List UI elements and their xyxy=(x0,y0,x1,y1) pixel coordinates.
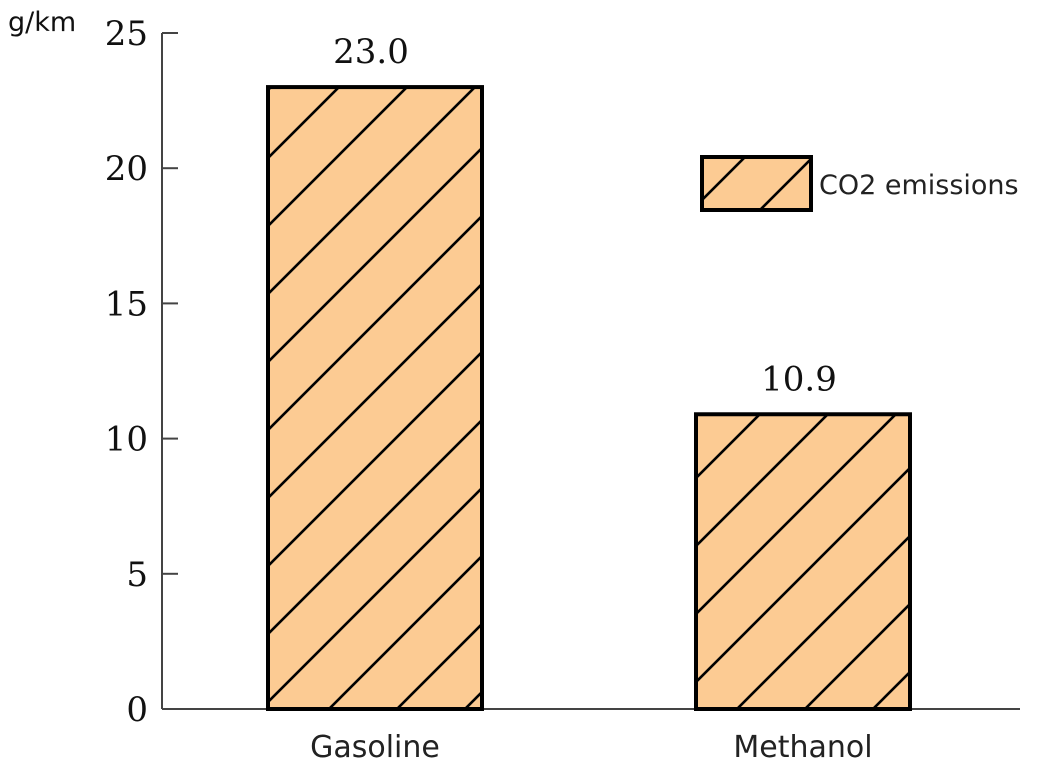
y-tick-label: 25 xyxy=(105,14,148,54)
y-tick-label: 20 xyxy=(105,149,148,189)
y-tick-label: 10 xyxy=(105,420,148,460)
y-tick-label: 15 xyxy=(105,284,148,324)
bar-methanol xyxy=(694,412,912,711)
data-label: 10.9 xyxy=(761,359,837,399)
bar-gasoline xyxy=(266,85,484,711)
y-tick-label: 5 xyxy=(126,555,148,595)
data-label: 23.0 xyxy=(333,32,409,72)
y-tick-label: 0 xyxy=(126,690,148,730)
legend-swatch xyxy=(700,155,813,212)
x-category-label: Gasoline xyxy=(310,730,440,762)
x-category-label: Methanol xyxy=(733,730,872,762)
legend: CO2 emissions xyxy=(700,155,1019,212)
y-axis-unit-label: g/km xyxy=(8,7,76,38)
legend-label: CO2 emissions xyxy=(819,170,1019,201)
